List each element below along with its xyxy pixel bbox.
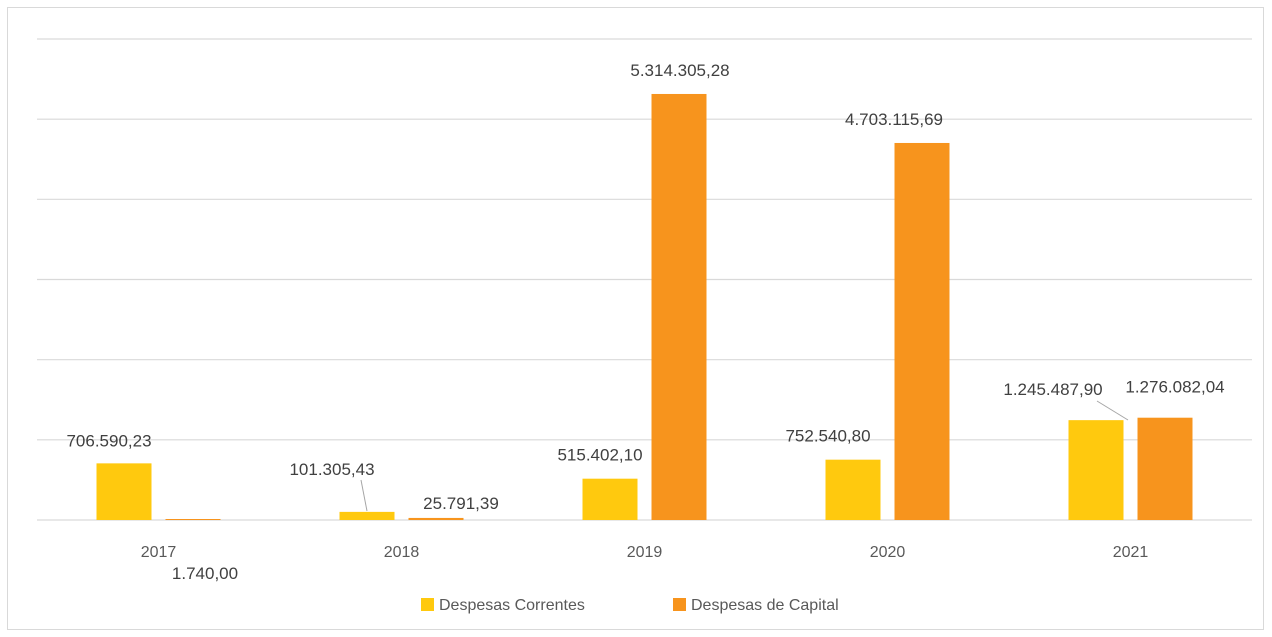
- legend-label-despesas-correntes: Despesas Correntes: [439, 597, 585, 614]
- bar-despesas-correntes-2021: [1068, 420, 1124, 520]
- bar-despesas-de-capital-2019: [651, 93, 707, 521]
- data-label-despesas-de-capital-2017: 1.740,00: [172, 564, 238, 583]
- data-label-despesas-correntes-2018: 101.305,43: [289, 460, 374, 479]
- data-label-despesas-correntes-2021: 1.245.487,90: [1003, 380, 1102, 399]
- leader-line: [360, 479, 368, 512]
- legend-swatch-despesas-de-capital: [673, 598, 686, 611]
- bar-despesas-correntes-2018: [339, 511, 395, 520]
- data-label-despesas-de-capital-2020: 4.703.115,69: [845, 110, 943, 129]
- gridlines: [37, 38, 1252, 521]
- data-label-despesas-de-capital-2019: 5.314.305,28: [630, 61, 729, 80]
- data-labels: 706.590,23 1.740,00 101.305,43 25.791,39 515…: [66, 61, 1224, 583]
- legend: Despesas Correntes Despesas de Capital: [421, 597, 839, 614]
- leader-line: [1096, 400, 1129, 421]
- legend-swatch-despesas-correntes: [421, 598, 434, 611]
- x-tick-label-2018: 2018: [384, 544, 420, 561]
- x-tick-label-2021: 2021: [1113, 544, 1149, 561]
- bar-despesas-correntes-2019: [582, 478, 638, 520]
- data-label-despesas-correntes-2019: 515.402,10: [557, 446, 642, 465]
- bars: [96, 93, 1193, 521]
- data-label-despesas-correntes-2017: 706.590,23: [66, 431, 151, 450]
- data-label-despesas-de-capital-2021: 1.276.082,04: [1125, 378, 1224, 397]
- legend-label-despesas-de-capital: Despesas de Capital: [691, 597, 839, 614]
- leader-lines: [360, 400, 1129, 512]
- x-tick-label-2020: 2020: [870, 544, 906, 561]
- bar-despesas-de-capital-2017: [165, 519, 221, 520]
- x-axis-ticks: 2017 2018 2019 2020 2021: [141, 544, 1149, 561]
- bar-despesas-de-capital-2018: [408, 517, 464, 520]
- bar-despesas-correntes-2020: [825, 459, 881, 520]
- bar-despesas-de-capital-2021: [1137, 417, 1193, 520]
- x-tick-label-2017: 2017: [141, 544, 177, 561]
- data-label-despesas-correntes-2020: 752.540,80: [785, 427, 870, 446]
- x-tick-label-2019: 2019: [627, 544, 663, 561]
- bar-despesas-correntes-2017: [96, 463, 152, 520]
- chart-frame: [7, 7, 1264, 630]
- bar-despesas-de-capital-2020: [894, 142, 950, 520]
- data-label-despesas-de-capital-2018: 25.791,39: [423, 494, 499, 513]
